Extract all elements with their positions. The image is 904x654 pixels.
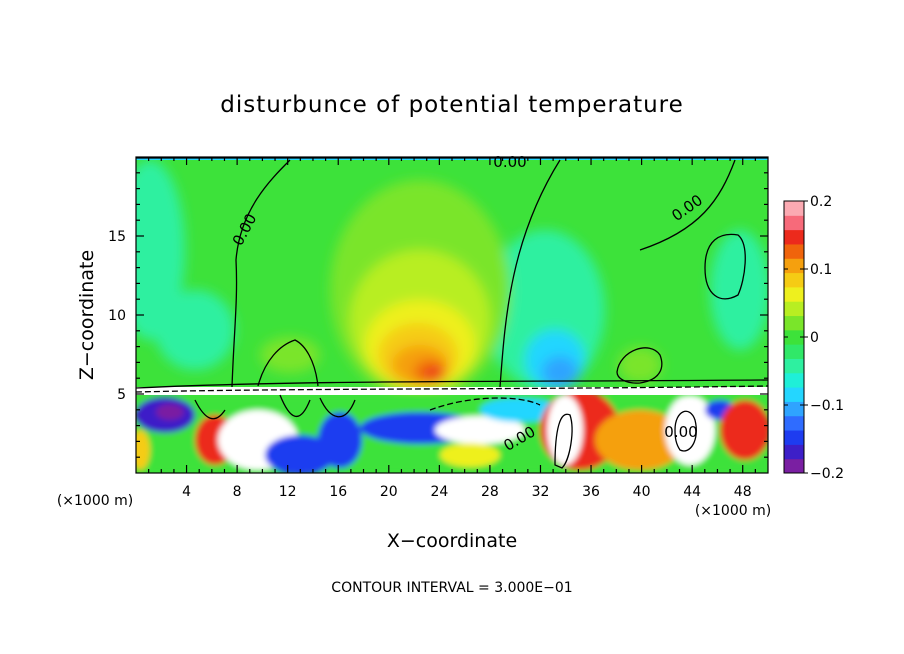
x-tick-label: 16 [329,484,347,500]
contour-line [279,394,311,418]
y-axis-label: Z−coordinate [76,250,98,380]
colorbar-swatch [784,372,804,388]
contour-line [554,413,573,469]
colorbar-tick-label: −0.2 [810,466,844,482]
colorbar-swatch [784,430,804,445]
x-tick-label: 40 [633,484,651,500]
colorbar [784,201,804,474]
white-band [136,387,768,395]
x-tick-label: 44 [683,484,701,500]
colorbar-swatch [784,401,804,417]
x-tick-label: 12 [279,484,297,500]
colorbar-tick-label: 0.2 [810,194,832,210]
contour-line [499,159,561,388]
colorbar-swatch [784,329,804,345]
colorbar-swatch [784,286,804,302]
x-tick-label: 20 [380,484,398,500]
contour-line [194,399,226,420]
contour-line [231,159,291,388]
contour-line [704,233,746,300]
colorbar-swatch [784,458,804,474]
contour-line [639,159,736,251]
colorbar-swatch [784,301,804,317]
colorbar-swatch [784,258,804,274]
colorbar-swatch [784,387,804,402]
x-tick-label: 28 [481,484,499,500]
colorbar-swatch [784,415,804,431]
colorbar-swatch [784,229,804,245]
contour-line [136,385,768,393]
contour-line [674,410,697,452]
contour-line [136,379,768,389]
chart-title: disturbunce of potential temperature [220,92,684,118]
colorbar-tick-label: 0.1 [810,262,832,278]
y-tick-label: 10 [108,308,126,324]
contour-line [319,397,356,418]
contour-label: 0.00 [664,423,697,441]
x-tick-label: 32 [532,484,550,500]
x-tick-label: 8 [233,484,242,500]
y-tick-label: 5 [117,387,126,403]
colorbar-swatch [784,344,804,359]
x-tick-label: 36 [582,484,600,500]
y-tick-label: 15 [108,229,126,245]
contour-line [429,397,541,411]
contour-interval-note: CONTOUR INTERVAL = 3.000E−01 [331,580,572,596]
y-unit-label: (×1000 m) [57,493,133,509]
field-lower-layer [136,390,768,473]
colorbar-tick-label: 0 [810,330,819,346]
colorbar-swatch [784,272,804,288]
colorbar-swatch [784,201,804,216]
x-tick-label: 4 [182,484,191,500]
colorbar-labels: 0.2 0.1 0 −0.1 −0.2 [784,194,844,482]
colorbar-swatch [784,358,804,374]
colorbar-tick-label: −0.1 [810,398,844,414]
contour-line [257,339,319,387]
colorbar-swatch [784,444,804,460]
field-upper-layer [136,160,768,400]
contour-label: 0.00 [493,153,526,171]
x-axis-label: X−coordinate [387,530,517,552]
colorbar-swatch [784,243,804,259]
temperature-field [136,157,768,473]
colorbar-swatch [784,215,804,231]
x-unit-label: (×1000 m) [695,503,771,519]
axis-ticks [136,157,768,473]
colorbar-swatch [784,315,804,331]
x-tick-label: 24 [430,484,448,500]
x-tick-label: 48 [734,484,752,500]
